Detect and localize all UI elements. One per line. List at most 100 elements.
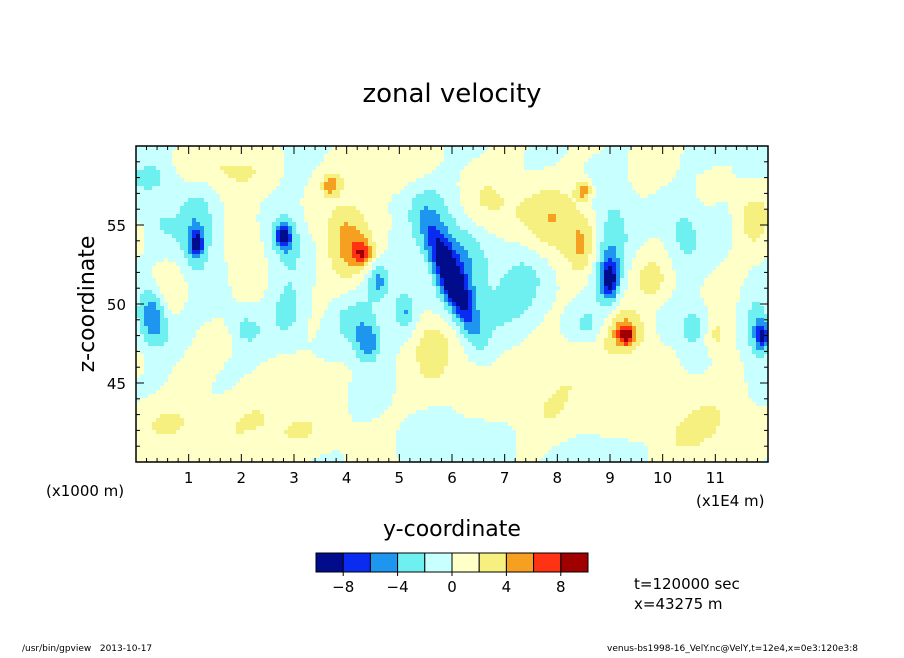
- heatmap-cell: [388, 242, 417, 247]
- heatmap-cell: [612, 318, 625, 323]
- heatmap-cell: [416, 410, 457, 415]
- heatmap-cell: [208, 202, 225, 207]
- heatmap-cell: [592, 182, 633, 187]
- heatmap-cell: [604, 282, 613, 287]
- heatmap-cell: [684, 318, 701, 323]
- heatmap-cell: [448, 298, 453, 303]
- heatmap-cell: [136, 214, 177, 219]
- heatmap-cell: [372, 350, 381, 355]
- heatmap-cell: [260, 226, 273, 231]
- heatmap-cell: [752, 350, 769, 355]
- heatmap-cell: [172, 370, 221, 375]
- heatmap-cell: [168, 378, 217, 383]
- heatmap-cell: [708, 306, 737, 311]
- heatmap-cell: [152, 274, 185, 279]
- heatmap-cell: [640, 314, 657, 319]
- heatmap-cell: [632, 326, 637, 331]
- heatmap-cell: [556, 218, 589, 223]
- heatmap-cell: [232, 338, 249, 343]
- heatmap-cell: [472, 302, 477, 307]
- heatmap-cell: [372, 238, 389, 243]
- heatmap-cell: [348, 262, 365, 267]
- heatmap-cell: [760, 330, 765, 335]
- heatmap-cell: [136, 266, 153, 271]
- heatmap-cell: [596, 210, 609, 215]
- heatmap-cell: [420, 230, 429, 235]
- heatmap-cell: [308, 434, 397, 439]
- heatmap-cell: [224, 242, 265, 247]
- heatmap-cell: [472, 314, 481, 319]
- heatmap-cell: [592, 178, 629, 183]
- heatmap-cell: [316, 354, 357, 359]
- heatmap-cell: [460, 186, 485, 191]
- heatmap-cell: [708, 326, 717, 331]
- heatmap-cell: [340, 450, 397, 455]
- heatmap-cell: [680, 422, 721, 427]
- heatmap-cell: [440, 194, 461, 199]
- heatmap-cell: [748, 234, 761, 239]
- heatmap-cell: [436, 274, 441, 279]
- heatmap-cell: [452, 310, 457, 315]
- heatmap-cell: [452, 234, 473, 239]
- heatmap-cell: [348, 222, 369, 227]
- heatmap-cell: [560, 410, 693, 415]
- heatmap-cell: [592, 262, 597, 267]
- heatmap-cell: [604, 270, 613, 275]
- heatmap-cell: [136, 234, 145, 239]
- heatmap-cell: [720, 418, 769, 423]
- heatmap-cell: [280, 226, 289, 231]
- heatmap-cell: [628, 342, 633, 347]
- heatmap-cell: [448, 290, 469, 295]
- heatmap-cell: [368, 290, 389, 295]
- heatmap-cell: [316, 262, 333, 267]
- heatmap-cell: [232, 334, 241, 339]
- heatmap-cell: [136, 398, 141, 403]
- heatmap-cell: [136, 246, 145, 251]
- heatmap-cell: [212, 222, 225, 227]
- heatmap-cell: [632, 266, 645, 271]
- heatmap-cell: [348, 306, 373, 311]
- heatmap-cell: [212, 382, 237, 387]
- heatmap-cell: [636, 346, 673, 351]
- heatmap-cell: [392, 198, 413, 203]
- heatmap-cell: [232, 346, 353, 351]
- heatmap-cell: [208, 206, 225, 211]
- heatmap-cell: [472, 318, 481, 323]
- heatmap-cell: [468, 162, 525, 167]
- heatmap-cell: [312, 422, 401, 427]
- heatmap-cell: [496, 326, 537, 331]
- heatmap-cell: [752, 334, 757, 339]
- heatmap-cell: [748, 390, 769, 395]
- heatmap-cell: [348, 410, 385, 415]
- heatmap-cell: [524, 150, 569, 155]
- heatmap-cell: [136, 446, 397, 451]
- heatmap-cell: [748, 394, 769, 399]
- heatmap-cell: [380, 298, 397, 303]
- heatmap-cell: [392, 398, 549, 403]
- heatmap-cell: [596, 238, 605, 243]
- heatmap-cell: [212, 214, 225, 219]
- heatmap-cell: [136, 438, 397, 443]
- heatmap-cell: [396, 314, 413, 319]
- heatmap-cell: [420, 218, 441, 223]
- heatmap-cell: [224, 238, 261, 243]
- heatmap-cell: [440, 314, 453, 319]
- heatmap-cell: [160, 322, 169, 327]
- heatmap-cell: [144, 334, 169, 339]
- heatmap-cell: [320, 326, 341, 331]
- heatmap-cell: [744, 282, 769, 287]
- heatmap-cell: [452, 318, 461, 323]
- heatmap-cell: [308, 322, 321, 327]
- heatmap-cell: [696, 234, 733, 239]
- heatmap-cell: [736, 326, 749, 331]
- heatmap-cell: [572, 262, 589, 267]
- heatmap-cell: [164, 294, 189, 299]
- heatmap-cell: [596, 254, 601, 259]
- heatmap-cell: [368, 262, 373, 267]
- heatmap-cell: [340, 322, 361, 327]
- heatmap-cell: [176, 238, 189, 243]
- heatmap-cell: [440, 330, 457, 335]
- heatmap-cell: [564, 406, 701, 411]
- heatmap-cell: [764, 346, 769, 351]
- heatmap-cell: [224, 170, 257, 175]
